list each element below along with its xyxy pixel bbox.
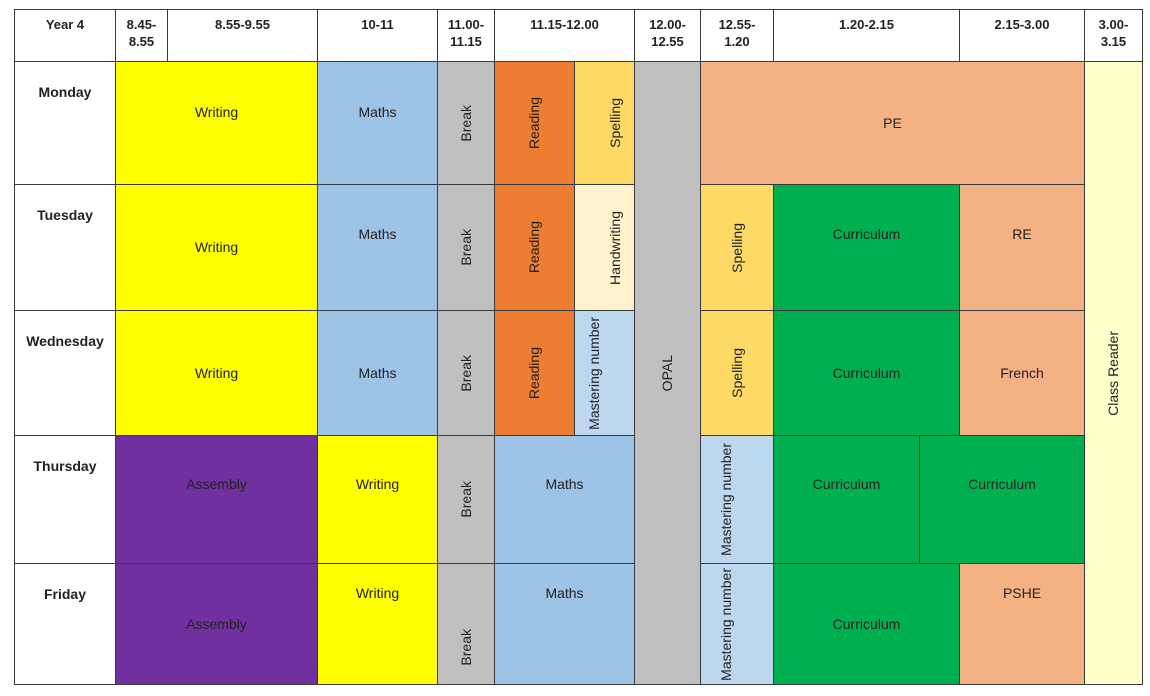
- reading-label: Reading: [526, 96, 542, 150]
- lesson-wednesday-spelling: Spelling: [700, 310, 774, 436]
- break-label: Break: [457, 354, 474, 392]
- lesson-tuesday-break: Break: [437, 184, 495, 311]
- lesson-friday-curriculum: Curriculum: [773, 563, 960, 685]
- break-label: Break: [457, 481, 474, 518]
- class-reader-label: Class Reader: [1105, 330, 1121, 416]
- lesson-wednesday-writing: Writing: [115, 310, 318, 436]
- lesson-thursday-writing: Writing: [317, 435, 438, 564]
- lesson-wednesday-curriculum: Curriculum: [773, 310, 960, 436]
- lesson-monday-pe: PE: [700, 61, 1085, 185]
- lesson-class-reader: Class Reader: [1084, 61, 1143, 685]
- lesson-tuesday-writing: Writing: [115, 184, 318, 311]
- lesson-friday-writing: Writing: [317, 563, 438, 685]
- opal-label: OPAL: [659, 354, 675, 392]
- header-slot-4: 11.00- 11.15: [437, 9, 495, 62]
- header-slot-3: 10-11: [317, 9, 438, 62]
- lesson-monday-reading: Reading: [494, 61, 575, 185]
- header-slot-10: 3.00- 3.15: [1084, 9, 1143, 62]
- day-label-monday: Monday: [14, 61, 116, 185]
- break-label: Break: [457, 229, 474, 266]
- day-label-friday: Friday: [14, 563, 116, 685]
- lesson-friday-pshe: PSHE: [959, 563, 1085, 685]
- lesson-monday-break: Break: [437, 61, 495, 185]
- lesson-tuesday-reading: Reading: [494, 184, 575, 311]
- mastering-number-label: Mastering number: [718, 567, 734, 681]
- header-slot-7: 12.55- 1.20: [700, 9, 774, 62]
- handwriting-label: Handwriting: [607, 210, 623, 285]
- spelling-label: Spelling: [607, 98, 623, 148]
- day-label-tuesday: Tuesday: [14, 184, 116, 311]
- lesson-friday-assembly: Assembly: [115, 563, 318, 685]
- lesson-friday-maths: Maths: [494, 563, 635, 685]
- lesson-tuesday-re: RE: [959, 184, 1085, 311]
- lesson-friday-break: Break: [437, 563, 495, 685]
- lesson-opal: OPAL: [634, 61, 701, 685]
- header-slot-8: 1.20-2.15: [773, 9, 960, 62]
- lesson-thursday-maths: Maths: [494, 435, 635, 564]
- break-label: Break: [457, 629, 474, 666]
- lesson-monday-spelling: Spelling: [574, 61, 635, 185]
- header-corner: Year 4: [14, 9, 116, 62]
- day-label-wednesday: Wednesday: [14, 310, 116, 436]
- reading-label: Reading: [526, 221, 542, 274]
- lesson-wednesday-reading: Reading: [494, 310, 575, 436]
- mastering-number-label: Mastering number: [585, 316, 602, 430]
- header-slot-6: 12.00- 12.55: [634, 9, 701, 62]
- lesson-tuesday-curriculum: Curriculum: [773, 184, 960, 311]
- lesson-tuesday-spelling: Spelling: [700, 184, 774, 311]
- header-slot-2: 8.55-9.55: [167, 9, 318, 62]
- lesson-thursday-curriculum-1: Curriculum: [773, 435, 920, 564]
- header-slot-9: 2.15-3.00: [959, 9, 1085, 62]
- reading-label: Reading: [526, 346, 542, 400]
- spelling-label: Spelling: [728, 222, 745, 273]
- spelling-label: Spelling: [728, 348, 745, 398]
- lesson-thursday-assembly: Assembly: [115, 435, 318, 564]
- lesson-wednesday-break: Break: [437, 310, 495, 436]
- lesson-thursday-mastering-number: Mastering number: [700, 435, 774, 564]
- mastering-number-label: Mastering number: [718, 443, 734, 556]
- lesson-wednesday-french: French: [959, 310, 1085, 436]
- lesson-tuesday-maths: Maths: [317, 184, 438, 311]
- header-slot-5: 11.15-12.00: [494, 9, 635, 62]
- lesson-friday-mastering-number: Mastering number: [700, 563, 774, 685]
- lesson-tuesday-handwriting: Handwriting: [574, 184, 635, 311]
- lesson-wednesday-mastering-number: Mastering number: [574, 310, 635, 436]
- lesson-monday-writing: Writing: [115, 61, 318, 185]
- break-label: Break: [457, 104, 474, 142]
- day-label-thursday: Thursday: [14, 435, 116, 564]
- lesson-thursday-curriculum-2: Curriculum: [919, 435, 1085, 564]
- lesson-monday-maths: Maths: [317, 61, 438, 185]
- header-slot-1: 8.45- 8.55: [115, 9, 168, 62]
- lesson-wednesday-maths: Maths: [317, 310, 438, 436]
- lesson-thursday-break: Break: [437, 435, 495, 564]
